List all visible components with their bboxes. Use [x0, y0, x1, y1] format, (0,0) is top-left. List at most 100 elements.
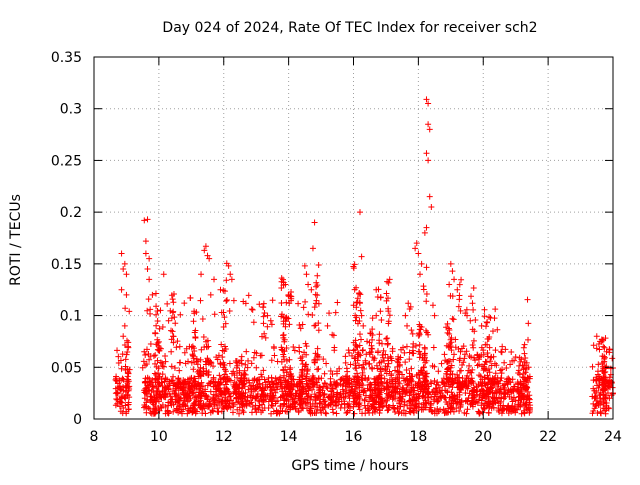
data-point: [367, 330, 374, 337]
data-point: [249, 306, 256, 313]
data-point: [297, 325, 304, 332]
data-point: [369, 365, 376, 372]
data-point: [178, 406, 185, 413]
data-point: [601, 380, 608, 387]
data-point: [505, 387, 512, 394]
data-point: [481, 313, 488, 320]
data-point: [223, 298, 230, 305]
data-point: [290, 344, 297, 351]
data-point: [407, 409, 414, 416]
data-point: [118, 286, 125, 293]
data-point: [153, 363, 160, 370]
data-point: [221, 397, 228, 404]
data-point: [476, 361, 483, 368]
data-point: [384, 363, 391, 370]
data-point: [590, 342, 597, 349]
data-point: [162, 403, 169, 410]
data-point: [240, 380, 247, 387]
data-point: [595, 361, 602, 368]
data-point: [351, 410, 358, 417]
data-point: [175, 398, 182, 405]
data-point: [225, 397, 232, 404]
data-point: [609, 355, 616, 362]
data-point: [354, 295, 361, 302]
data-point: [468, 379, 475, 386]
y-tick-label: 0.05: [51, 360, 82, 376]
data-point: [515, 397, 522, 404]
data-point: [179, 401, 186, 408]
data-point: [447, 381, 454, 388]
data-point: [175, 375, 182, 382]
data-point: [444, 365, 451, 372]
data-point: [321, 392, 328, 399]
data-point: [272, 375, 279, 382]
grid: [94, 57, 613, 419]
data-point: [370, 398, 377, 405]
data-point: [202, 361, 209, 368]
data-point: [207, 291, 214, 298]
data-point: [296, 348, 303, 355]
data-point: [170, 380, 177, 387]
data-point: [437, 406, 444, 413]
data-point: [470, 306, 477, 313]
data-point: [374, 293, 381, 300]
data-point: [225, 391, 232, 398]
data-point: [418, 323, 425, 330]
data-point: [488, 362, 495, 369]
data-point: [523, 401, 530, 408]
data-point: [354, 320, 361, 327]
data-point: [439, 379, 446, 386]
data-point: [154, 336, 161, 343]
data-point: [445, 364, 452, 371]
data-point: [323, 410, 330, 417]
data-point: [419, 393, 426, 400]
data-point: [303, 380, 310, 387]
data-point: [217, 381, 224, 388]
data-point: [346, 400, 353, 407]
data-point: [245, 292, 252, 299]
data-point: [315, 261, 322, 268]
data-point: [156, 393, 163, 400]
data-point: [145, 351, 152, 358]
data-point: [119, 351, 126, 358]
data-point: [425, 157, 432, 164]
data-point: [358, 312, 365, 319]
data-point: [144, 216, 151, 223]
data-point: [376, 385, 383, 392]
data-point: [154, 340, 161, 347]
data-point: [478, 386, 485, 393]
data-point: [253, 350, 260, 357]
data-point: [144, 382, 151, 389]
data-point: [383, 397, 390, 404]
data-point: [169, 328, 176, 335]
data-point: [123, 291, 130, 298]
data-point: [385, 279, 392, 286]
data-point: [143, 390, 150, 397]
data-point: [142, 238, 149, 245]
data-point: [144, 307, 151, 314]
data-point: [222, 368, 229, 375]
data-point: [376, 359, 383, 366]
data-point: [356, 331, 363, 338]
data-point: [161, 393, 168, 400]
data-point: [516, 362, 523, 369]
data-point: [261, 309, 268, 316]
data-point: [525, 379, 532, 386]
data-point: [346, 407, 353, 414]
data-point: [173, 344, 180, 351]
data-point: [430, 344, 437, 351]
data-point: [411, 387, 418, 394]
data-point: [447, 371, 454, 378]
data-point: [398, 410, 405, 417]
data-point: [323, 360, 330, 367]
data-point: [280, 367, 287, 374]
data-point: [497, 386, 504, 393]
data-point: [270, 343, 277, 350]
data-point: [509, 376, 516, 383]
data-point: [352, 360, 359, 367]
data-point: [201, 247, 208, 254]
data-point: [505, 410, 512, 417]
data-point: [397, 403, 404, 410]
x-tick-label: 14: [280, 429, 298, 445]
data-point: [141, 402, 148, 409]
